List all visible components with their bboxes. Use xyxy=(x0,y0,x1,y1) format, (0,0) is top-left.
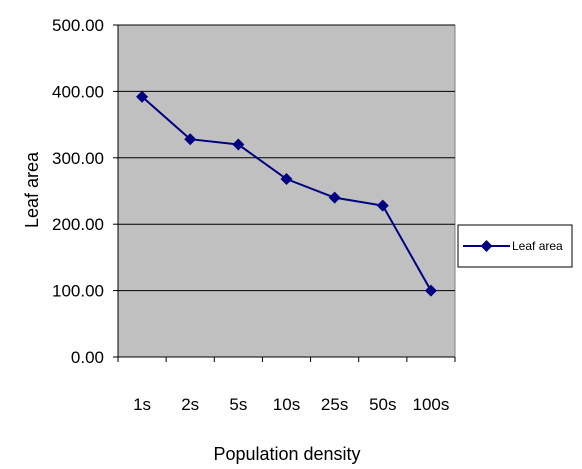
legend: Leaf area xyxy=(457,224,573,268)
x-tick-label: 5s xyxy=(229,395,247,414)
y-tick-labels: 0.00 100.00 200.00 300.00 400.00 500.00 xyxy=(52,16,104,367)
plot-area xyxy=(117,24,456,358)
x-axis-title: Population density xyxy=(213,444,360,464)
gridlines xyxy=(118,24,455,292)
x-tick-label: 50s xyxy=(369,395,396,414)
data-point-marker xyxy=(136,90,149,103)
y-tick-label: 500.00 xyxy=(52,16,104,35)
data-point-marker xyxy=(184,133,197,146)
legend-marker xyxy=(480,240,493,252)
legend-box xyxy=(457,224,573,268)
x-tick-label: 2s xyxy=(181,395,199,414)
x-tick-label: 100s xyxy=(412,395,449,414)
data-point-marker xyxy=(424,284,437,297)
x-tick-label: 1s xyxy=(133,395,151,414)
data-point-marker xyxy=(280,173,293,186)
y-tick-label: 100.00 xyxy=(52,282,104,301)
y-tick-label: 400.00 xyxy=(52,82,104,101)
x-tick-labels: 1s 2s 5s 10s 25s 50s 100s xyxy=(133,395,449,414)
x-tick-label: 25s xyxy=(321,395,348,414)
axes xyxy=(113,24,456,362)
data-point-marker xyxy=(232,138,245,151)
data-point-marker xyxy=(376,199,389,212)
y-tick-label: 200.00 xyxy=(52,215,104,234)
y-tick-label: 0.00 xyxy=(71,348,104,367)
x-tick-label: 10s xyxy=(273,395,300,414)
data-series xyxy=(136,90,437,297)
y-axis-title: Leaf area xyxy=(22,151,42,228)
legend-label: Leaf area xyxy=(512,239,563,253)
y-tick-label: 300.00 xyxy=(52,149,104,168)
data-point-marker xyxy=(328,191,341,204)
